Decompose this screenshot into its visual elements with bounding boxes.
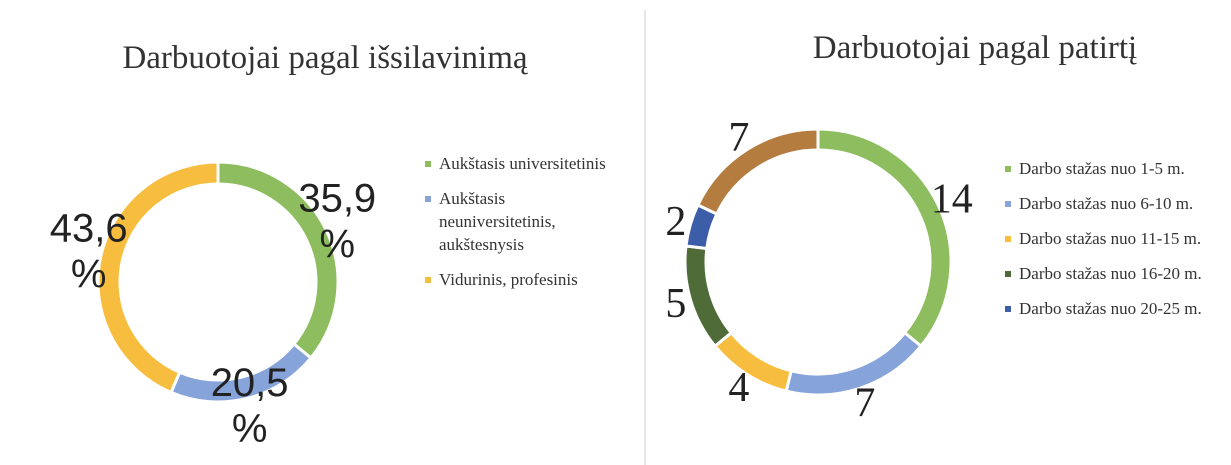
legend-item: Darbo stažas nuo 11-15 m. xyxy=(1005,227,1205,250)
data-label: 7 xyxy=(728,115,749,161)
data-label: 43,6% xyxy=(50,207,128,297)
donut-segment xyxy=(96,160,220,395)
data-label: 4 xyxy=(728,365,749,411)
legend-item: Aukštasis neuniversitetinis, aukštesnysi… xyxy=(425,187,625,256)
data-label: 35,9% xyxy=(298,176,376,266)
legend-label: Darbo stažas nuo 16-20 m. xyxy=(1019,264,1202,283)
legend-label: Aukštasis universitetinis xyxy=(439,154,606,173)
data-label-part: % xyxy=(71,253,107,297)
donut-segment xyxy=(683,244,734,349)
data-label: 14 xyxy=(931,177,973,223)
legend-item: Darbo stažas nuo 20-25 m. xyxy=(1005,297,1205,320)
donut-segment xyxy=(712,330,794,393)
legend-swatch xyxy=(1005,271,1011,277)
legend-swatch xyxy=(1005,201,1011,207)
data-label-part: 35,9 xyxy=(298,176,376,220)
legend-label: Aukštasis neuniversitetinis, aukštesnysi… xyxy=(439,189,556,254)
chart-title: Darbuotojai pagal patirtį xyxy=(813,30,1137,66)
data-label: 2 xyxy=(665,199,686,245)
donut-segment xyxy=(816,127,953,349)
legend-label: Darbo stažas nuo 11-15 m. xyxy=(1019,229,1202,248)
donut-segment xyxy=(695,127,820,216)
legend-swatch xyxy=(1005,166,1011,172)
legend-label: Darbo stažas nuo 20-25 m. xyxy=(1019,299,1202,318)
data-label: 7 xyxy=(854,380,875,426)
legend-swatch xyxy=(1005,236,1011,242)
legend: Aukštasis universitetinis Aukštasis neuni… xyxy=(425,152,625,303)
data-label: 5 xyxy=(665,281,686,327)
legend-label: Darbo stažas nuo 1-5 m. xyxy=(1019,159,1185,178)
legend-item: Vidurinis, profesinis xyxy=(425,268,625,291)
legend-swatch xyxy=(425,196,431,202)
data-label-part: % xyxy=(232,407,268,451)
legend: Darbo stažas nuo 1-5 m. Darbo stažas nuo … xyxy=(1005,157,1205,332)
chart-title: Darbuotojai pagal išsilavinimą xyxy=(122,40,527,76)
legend-item: Aukštasis universitetinis xyxy=(425,152,625,175)
legend-swatch xyxy=(1005,306,1011,312)
legend-label: Vidurinis, profesinis xyxy=(439,270,578,289)
data-label-part: 20,5 xyxy=(211,361,289,405)
legend-item: Darbo stažas nuo 16-20 m. xyxy=(1005,262,1205,285)
legend-label: Darbo stažas nuo 6-10 m. xyxy=(1019,194,1194,213)
legend-item: Darbo stažas nuo 6-10 m. xyxy=(1005,192,1205,215)
data-label-part: % xyxy=(319,222,355,266)
legend-item: Darbo stažas nuo 1-5 m. xyxy=(1005,157,1205,180)
data-label-part: 43,6 xyxy=(50,207,128,251)
legend-swatch xyxy=(425,277,431,283)
data-label: 20,5% xyxy=(211,361,289,451)
legend-swatch xyxy=(425,161,431,167)
